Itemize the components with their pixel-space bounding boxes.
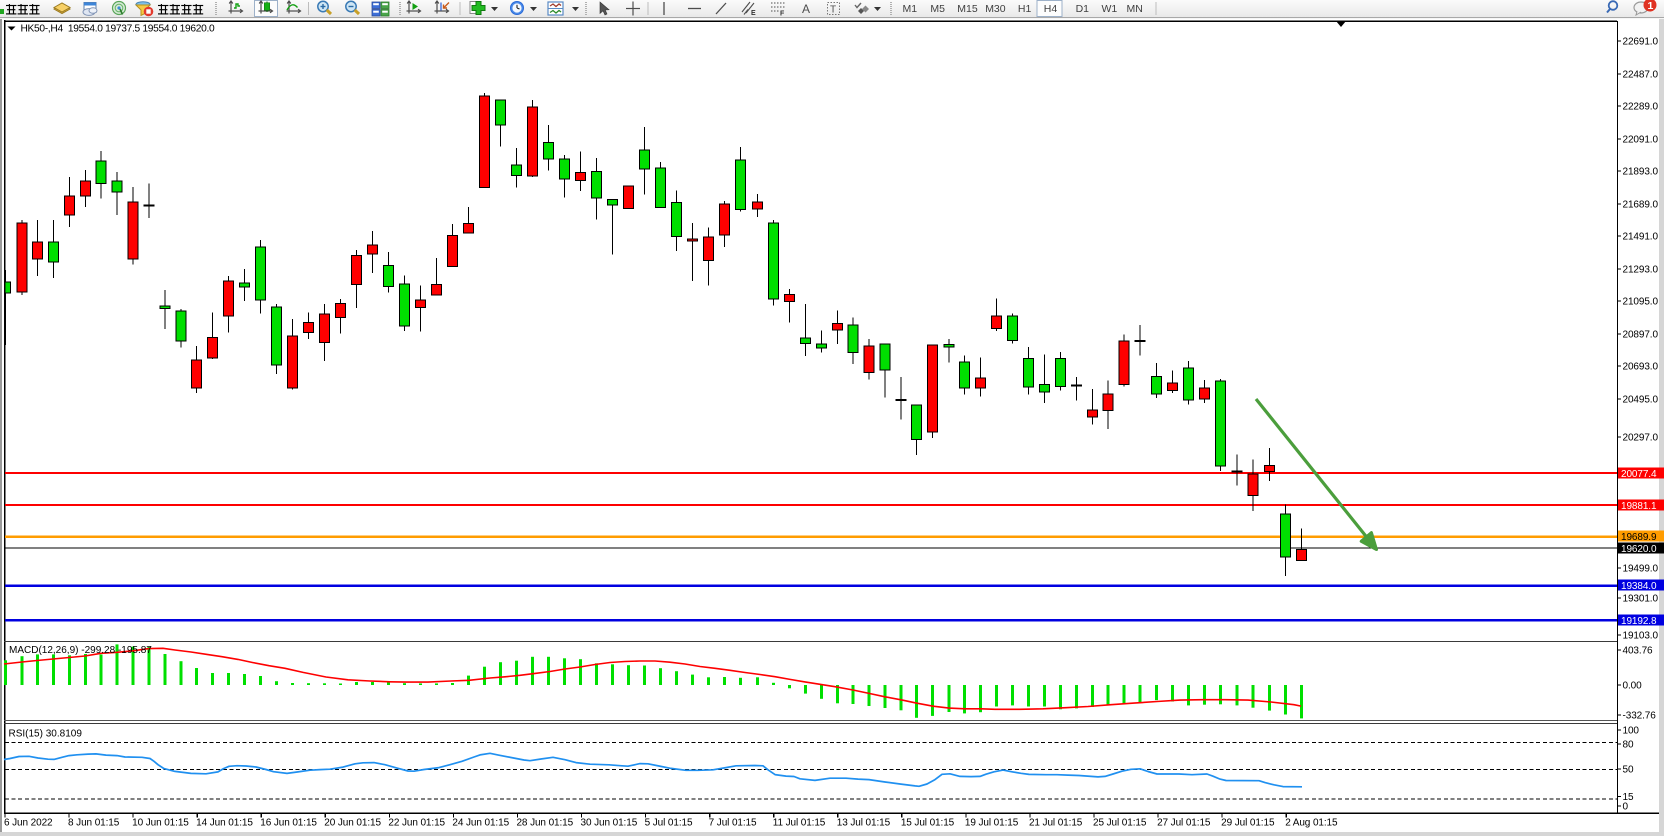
svg-text:E: E [751,10,756,17]
svg-text:13 Jul 01:15: 13 Jul 01:15 [837,818,891,829]
svg-text:M30: M30 [985,3,1006,15]
svg-text:D1: D1 [1076,3,1090,15]
svg-text:15 Jul 01:15: 15 Jul 01:15 [901,818,955,829]
svg-text:M15: M15 [957,3,978,15]
svg-text:7 Jul 01:15: 7 Jul 01:15 [709,818,757,829]
svg-text:6 Jun 2022: 6 Jun 2022 [4,818,53,829]
svg-text:T: T [830,5,836,16]
svg-text:MACD(12,26,9) -299.28 -195.87: MACD(12,26,9) -299.28 -195.87 [9,645,152,656]
svg-text:22289.0: 22289.0 [1623,102,1659,113]
svg-text:20077.4: 20077.4 [1621,469,1657,480]
svg-text:20 Jun 01:15: 20 Jun 01:15 [324,818,381,829]
svg-text:19192.8: 19192.8 [1621,616,1657,627]
svg-text:21893.0: 21893.0 [1623,167,1659,178]
svg-text:20495.0: 20495.0 [1623,395,1659,406]
svg-text:50: 50 [1623,765,1634,776]
svg-text:21491.0: 21491.0 [1623,232,1659,243]
svg-text:2 Aug 01:15: 2 Aug 01:15 [1285,818,1338,829]
svg-text:A: A [802,2,810,16]
svg-text:5 Jul 01:15: 5 Jul 01:15 [645,818,693,829]
svg-text:19499.0: 19499.0 [1623,564,1659,575]
svg-text:M1: M1 [903,3,918,15]
svg-text:19620.0: 19620.0 [1621,544,1657,555]
svg-text:21293.0: 21293.0 [1623,265,1659,276]
svg-text:22691.0: 22691.0 [1623,37,1659,48]
svg-text:19301.0: 19301.0 [1623,594,1659,605]
svg-text:100: 100 [1623,726,1640,737]
svg-text:21689.0: 21689.0 [1623,200,1659,211]
svg-text:21095.0: 21095.0 [1623,297,1659,308]
svg-text:19384.0: 19384.0 [1621,581,1657,592]
svg-text:W1: W1 [1102,3,1118,15]
svg-text:M5: M5 [930,3,945,15]
svg-text:0.00: 0.00 [1623,681,1643,692]
svg-text:20297.0: 20297.0 [1623,433,1659,444]
svg-text:F: F [780,11,785,18]
svg-text:19103.0: 19103.0 [1623,631,1659,642]
svg-text:21 Jul 01:15: 21 Jul 01:15 [1029,818,1083,829]
svg-text:14 Jun 01:15: 14 Jun 01:15 [196,818,253,829]
svg-text:-332.76: -332.76 [1623,711,1657,722]
svg-text:RSI(15) 30.8109: RSI(15) 30.8109 [9,729,83,740]
svg-text:1: 1 [1648,0,1654,12]
svg-text:20693.0: 20693.0 [1623,362,1659,373]
svg-text:80: 80 [1623,740,1634,751]
svg-text:22091.0: 22091.0 [1623,135,1659,146]
svg-text:28 Jun 01:15: 28 Jun 01:15 [516,818,573,829]
svg-text:29 Jul 01:15: 29 Jul 01:15 [1221,818,1275,829]
svg-text:30 Jun 01:15: 30 Jun 01:15 [581,818,638,829]
svg-text:16 Jun 01:15: 16 Jun 01:15 [260,818,317,829]
svg-text:H4: H4 [1044,3,1058,15]
svg-text:403.76: 403.76 [1623,646,1654,657]
svg-text:22 Jun 01:15: 22 Jun 01:15 [388,818,445,829]
svg-text:22487.0: 22487.0 [1623,70,1659,81]
svg-text:24 Jun 01:15: 24 Jun 01:15 [452,818,509,829]
svg-text:20897.0: 20897.0 [1623,330,1659,341]
svg-text:19881.1: 19881.1 [1621,501,1657,512]
svg-text:H1: H1 [1018,3,1032,15]
svg-text:19689.9: 19689.9 [1621,532,1657,543]
svg-text:HK50-,H4 19554.0 19737.5 1955: HK50-,H4 19554.0 19737.5 19554.0 19620.0 [21,24,216,35]
svg-text:MN: MN [1127,3,1143,15]
svg-text:11 Jul 01:15: 11 Jul 01:15 [773,818,826,829]
svg-text:25 Jul 01:15: 25 Jul 01:15 [1093,818,1147,829]
svg-text:8 Jun 01:15: 8 Jun 01:15 [68,818,120,829]
svg-text:10 Jun 01:15: 10 Jun 01:15 [132,818,189,829]
svg-text:0: 0 [1623,802,1629,813]
svg-text:27 Jul 01:15: 27 Jul 01:15 [1157,818,1211,829]
svg-text:15: 15 [1623,792,1634,803]
svg-text:19 Jul 01:15: 19 Jul 01:15 [965,818,1019,829]
